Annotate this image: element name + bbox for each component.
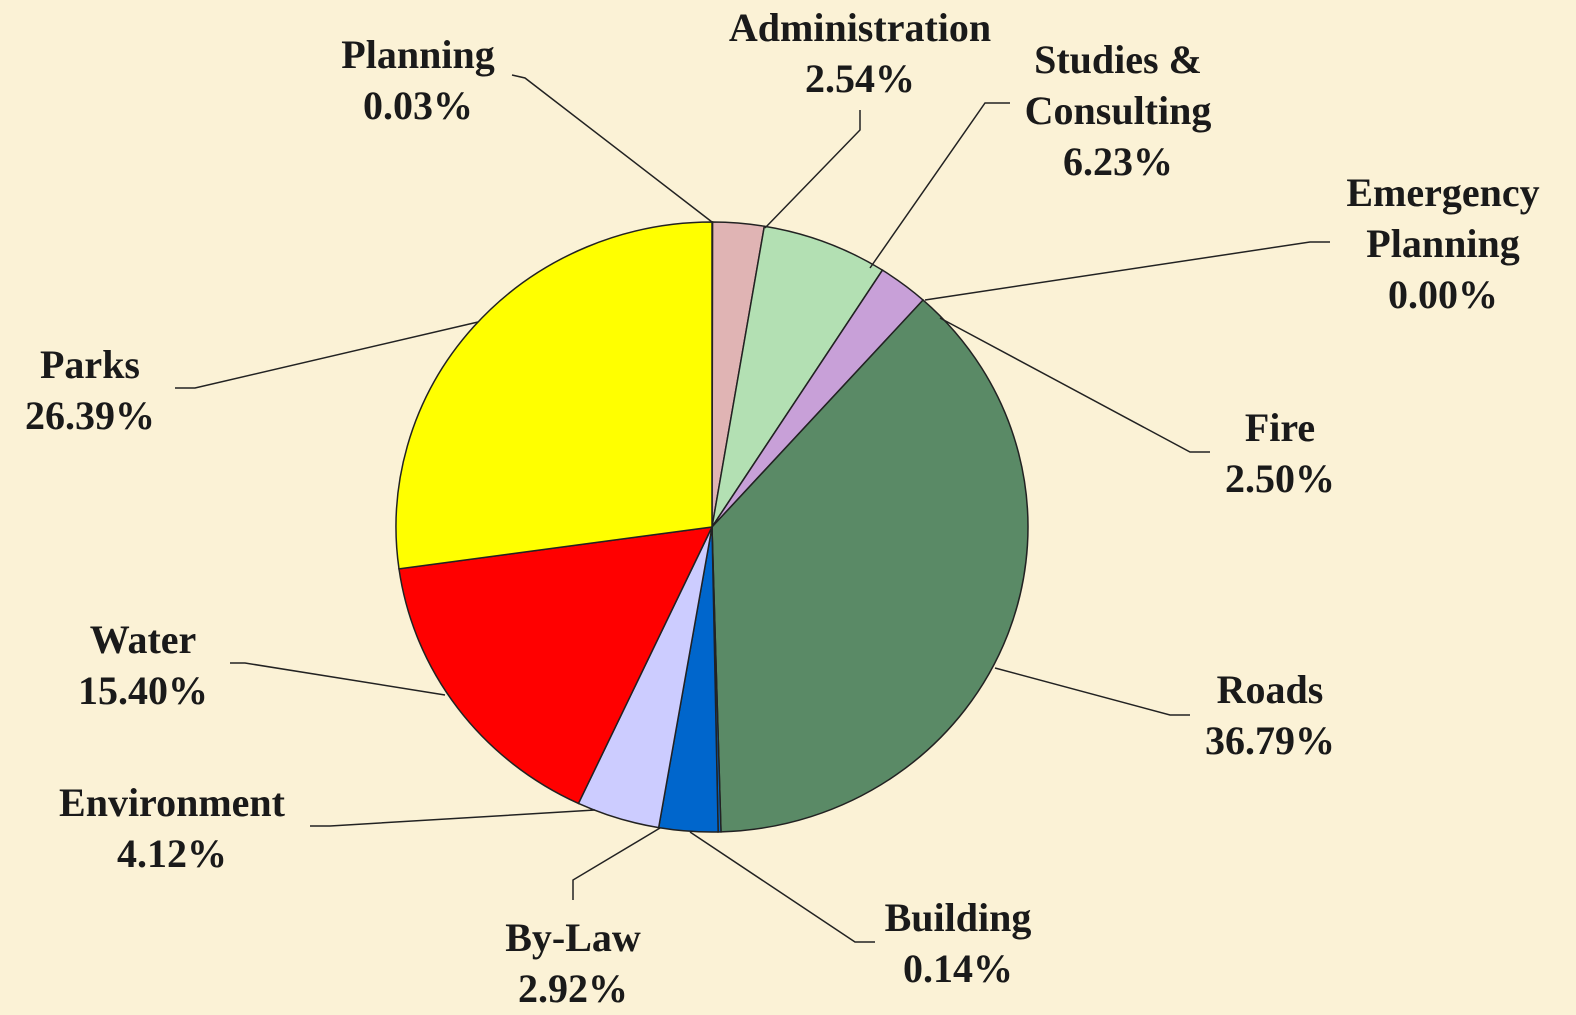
slice-label: Planning 0.03% [263, 29, 573, 131]
category-name: Administration [728, 5, 992, 50]
slice-label: Water 15.40% [0, 614, 298, 716]
slice-label: By-Law 2.92% [418, 912, 728, 1014]
value-label: 6.23% [1063, 139, 1173, 184]
leader-line [511, 74, 713, 223]
leader-line [764, 110, 861, 229]
leader-line [572, 827, 661, 900]
leader-line [994, 667, 1190, 716]
value-label: 0.03% [363, 83, 473, 128]
category-name: Planning [341, 32, 495, 77]
value-label: 15.40% [78, 668, 208, 713]
slice-label: Environment 4.12% [17, 777, 327, 879]
value-label: 0.00% [1388, 272, 1498, 317]
leader-line [175, 321, 479, 389]
category-name: Roads [1216, 667, 1324, 712]
leader-line [939, 317, 1210, 453]
leader-line [689, 831, 875, 943]
slice-label: Building 0.14% [803, 892, 1113, 994]
category-name: Emergency Planning [1346, 170, 1540, 266]
slice-label: Fire 2.50% [1125, 402, 1435, 504]
slice-label: Roads 36.79% [1115, 664, 1425, 766]
value-label: 36.79% [1205, 718, 1335, 763]
slice-label: Parks 26.39% [0, 339, 245, 441]
category-name: Fire [1244, 405, 1316, 450]
value-label: 2.50% [1225, 456, 1335, 501]
value-label: 26.39% [25, 393, 155, 438]
value-label: 4.12% [117, 831, 227, 876]
leader-line [230, 662, 446, 696]
pie-slice [711, 298, 1029, 833]
leader-line [924, 241, 1330, 301]
pie-slice [395, 221, 713, 570]
category-name: By-Law [505, 915, 641, 960]
slice-label: Administration 2.54% [705, 2, 1015, 104]
category-name: Building [884, 895, 1032, 940]
category-name: Studies & Consulting [1024, 37, 1212, 133]
value-label: 2.92% [518, 966, 628, 1011]
category-name: Water [89, 617, 197, 662]
pie-slice [398, 526, 714, 805]
value-label: 2.54% [805, 56, 915, 101]
leader-line [310, 809, 596, 827]
category-name: Parks [40, 342, 140, 387]
slice-label: Studies & Consulting 6.23% [963, 34, 1273, 187]
leader-line [869, 102, 1010, 269]
category-name: Environment [59, 780, 285, 825]
slice-label: Emergency Planning 0.00% [1323, 167, 1563, 320]
value-label: 0.14% [903, 946, 1013, 991]
